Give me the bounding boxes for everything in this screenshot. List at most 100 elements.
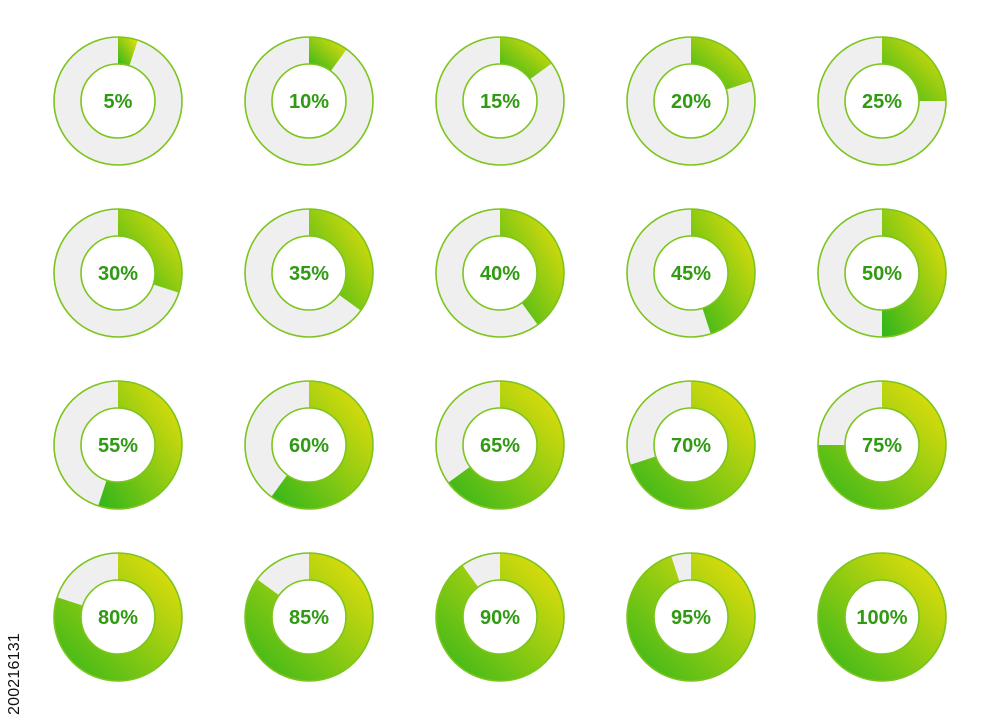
donut-inner-outline	[271, 579, 347, 655]
donut-55: 55%	[53, 380, 183, 510]
donut-segment	[630, 381, 755, 509]
donut-inner-outline	[80, 235, 156, 311]
donut-inner-outline	[653, 407, 729, 483]
donut-outer-outline	[626, 552, 756, 682]
donut-70: 70%	[626, 380, 756, 510]
donut-inner-outline	[844, 63, 920, 139]
donut-10: 10%	[244, 36, 374, 166]
donut-90: 90%	[435, 552, 565, 682]
donut-label: 15%	[480, 91, 520, 113]
donut-segment	[691, 37, 752, 90]
donut-segment	[691, 209, 755, 334]
donut-outer-outline	[53, 552, 183, 682]
donut-65: 65%	[435, 380, 565, 510]
donut-inner-outline	[653, 579, 729, 655]
donut-inner-outline	[462, 235, 538, 311]
donut-segment	[118, 37, 138, 66]
donut-label: 75%	[862, 435, 902, 457]
donut-segment	[627, 553, 756, 681]
donut-segment	[271, 381, 373, 509]
donut-label: 95%	[671, 607, 711, 629]
donut-segment	[244, 553, 373, 681]
donut-segment	[818, 553, 946, 681]
donut-inner-outline	[462, 579, 538, 655]
donut-outer-outline	[435, 380, 565, 510]
donut-label: 40%	[480, 263, 520, 285]
donut-label: 90%	[480, 607, 520, 629]
donut-outer-outline	[817, 380, 947, 510]
donut-segment	[500, 37, 552, 80]
donut-inner-outline	[653, 235, 729, 311]
donut-20: 20%	[626, 36, 756, 166]
donut-outer-outline	[626, 208, 756, 338]
donut-label: 80%	[98, 607, 138, 629]
donut-outer-outline	[53, 36, 183, 166]
donut-40: 40%	[435, 208, 565, 338]
donut-label: 65%	[480, 435, 520, 457]
donut-label: 30%	[98, 263, 138, 285]
donut-segment	[98, 381, 182, 509]
donut-label: 70%	[671, 435, 711, 457]
donut-label: 35%	[289, 263, 329, 285]
donut-segment	[309, 209, 373, 311]
donut-outer-outline	[817, 208, 947, 338]
donut-segment	[53, 553, 182, 681]
donut-25: 25%	[817, 36, 947, 166]
donut-label: 100%	[856, 607, 907, 629]
donut-outer-outline	[817, 36, 947, 166]
donut-label: 20%	[671, 91, 711, 113]
donut-label: 25%	[862, 91, 902, 113]
donut-inner-outline	[80, 63, 156, 139]
donut-inner-outline	[844, 579, 920, 655]
donut-label: 10%	[289, 91, 329, 113]
donut-60: 60%	[244, 380, 374, 510]
donut-segment	[818, 381, 946, 509]
donut-outer-outline	[53, 380, 183, 510]
donut-5: 5%	[53, 36, 183, 166]
donut-15: 15%	[435, 36, 565, 166]
donut-outer-outline	[244, 208, 374, 338]
donut-segment	[309, 37, 347, 72]
donut-label: 60%	[289, 435, 329, 457]
donut-outer-outline	[53, 208, 183, 338]
donut-100: 100%	[817, 552, 947, 682]
donut-outer-outline	[626, 380, 756, 510]
donut-label: 55%	[98, 435, 138, 457]
donut-segment	[435, 553, 564, 681]
donut-inner-outline	[844, 235, 920, 311]
donut-inner-outline	[80, 407, 156, 483]
donut-inner-outline	[271, 235, 347, 311]
donut-segment	[882, 209, 946, 337]
donut-inner-outline	[271, 407, 347, 483]
donut-outer-outline	[626, 36, 756, 166]
donut-label: 45%	[671, 263, 711, 285]
donut-inner-outline	[462, 407, 538, 483]
donut-label: 85%	[289, 607, 329, 629]
donut-80: 80%	[53, 552, 183, 682]
donut-45: 45%	[626, 208, 756, 338]
donut-50: 50%	[817, 208, 947, 338]
stock-id-text: 200216131	[6, 633, 23, 715]
donut-segment	[118, 209, 182, 293]
donut-label: 50%	[862, 263, 902, 285]
donut-label: 5%	[104, 91, 133, 113]
donut-95: 95%	[626, 552, 756, 682]
donut-75: 75%	[817, 380, 947, 510]
donut-segment	[500, 209, 564, 325]
donut-30: 30%	[53, 208, 183, 338]
donut-outer-outline	[244, 380, 374, 510]
donut-85: 85%	[244, 552, 374, 682]
donut-inner-outline	[271, 63, 347, 139]
donut-inner-outline	[844, 407, 920, 483]
donut-outer-outline	[244, 552, 374, 682]
donut-outer-outline	[435, 208, 565, 338]
donut-35: 35%	[244, 208, 374, 338]
donut-inner-outline	[653, 63, 729, 139]
donut-segment	[448, 381, 564, 509]
donut-outer-outline	[817, 552, 947, 682]
stock-id-watermark: 200216131	[6, 633, 23, 715]
donut-inner-outline	[80, 579, 156, 655]
donut-segment	[882, 37, 946, 101]
donut-inner-outline	[462, 63, 538, 139]
